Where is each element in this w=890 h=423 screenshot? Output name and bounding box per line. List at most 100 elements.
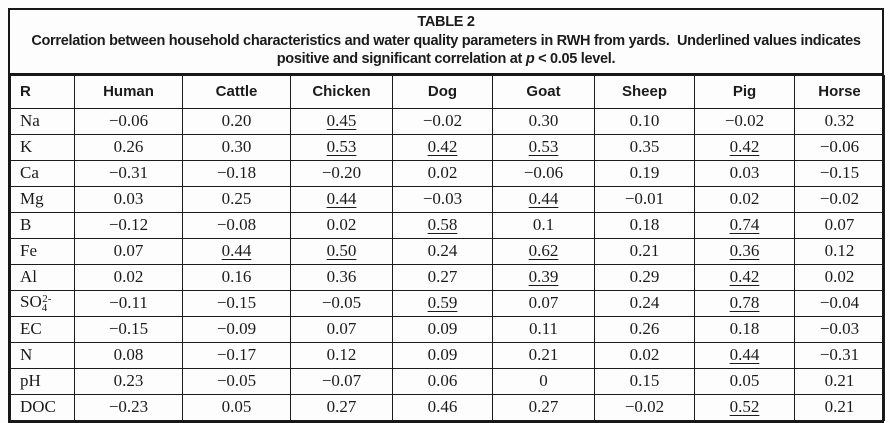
data-cell-underlined: 0.44 [182,237,291,265]
data-cell: −0.03 [392,185,493,213]
data-cell: 0.27 [290,393,393,421]
row-label: B [10,211,75,239]
data-cell: 0.02 [594,341,695,369]
data-cell: 0.18 [594,211,695,239]
data-cell: 0.24 [594,289,695,317]
data-cell: 0.21 [492,341,595,369]
data-cell-underlined: 0.58 [392,211,493,239]
data-cell: −0.02 [694,107,795,135]
row-label: EC [10,315,75,343]
data-cell: 0.08 [74,341,183,369]
correlation-table: R Human Cattle Chicken Dog Goat Sheep Pig Horse … [10,74,885,421]
row-label: Na [10,107,75,135]
data-cell: −0.18 [182,159,291,187]
data-cell: −0.02 [392,107,493,135]
data-cell-underlined: 0.39 [492,263,595,291]
data-cell-underlined: 0.52 [694,393,795,421]
data-cell: 0.03 [74,185,183,213]
row-label-text: pH [20,371,41,390]
data-cell: 0.07 [74,237,183,265]
data-cell: −0.31 [74,159,183,187]
data-cell-underlined: 0.50 [290,237,393,265]
data-cell-underlined: 0.45 [290,107,393,135]
data-cell: 0.02 [794,263,885,291]
row-label: SO42- [10,289,75,317]
data-cell: 0.1 [492,211,595,239]
data-cell: −0.17 [182,341,291,369]
column-header-pig: Pig [694,74,795,109]
row-label-text: K [20,137,33,156]
row-label: pH [10,367,75,395]
data-cell: 0.21 [594,237,695,265]
data-cell: 0 [492,367,595,395]
row-label-text: Fe [20,241,37,260]
data-cell-underlined: 0.36 [694,237,795,265]
data-cell: 0.07 [290,315,393,343]
row-label-text: EC [20,319,42,338]
data-cell: 0.36 [290,263,393,291]
data-cell: 0.03 [694,159,795,187]
data-cell: 0.02 [694,185,795,213]
data-cell-underlined: 0.53 [290,133,393,161]
row-label-text: B [20,215,32,234]
data-cell: 0.02 [290,211,393,239]
row-label-text: Al [20,267,37,286]
data-cell: −0.02 [794,185,885,213]
table-row: N 0.08 −0.17 0.12 0.09 0.21 0.02 0.44 −0.31 [10,341,885,369]
data-cell: −0.01 [594,185,695,213]
column-header-dog: Dog [392,74,493,109]
data-cell-underlined: 0.74 [694,211,795,239]
data-cell-underlined: 0.59 [392,289,493,317]
row-label-text: Na [20,111,40,130]
header-row: R Human Cattle Chicken Dog Goat Sheep Pig Horse [10,74,885,109]
table-row: Al 0.02 0.16 0.36 0.27 0.39 0.29 0.42 0.02 [10,263,885,291]
data-cell: 0.12 [794,237,885,265]
data-cell: −0.08 [182,211,291,239]
data-cell: 0.11 [492,315,595,343]
data-cell-underlined: 0.53 [492,133,595,161]
table-caption: Correlation between household characteri… [22,32,870,69]
data-cell: 0.21 [794,393,885,421]
row-label: Mg [10,185,75,213]
caption-text: Correlation between household characteri… [31,32,861,68]
column-header-cattle: Cattle [182,74,291,109]
data-cell: −0.05 [182,367,291,395]
data-cell: −0.02 [594,393,695,421]
data-cell: −0.03 [794,315,885,343]
data-cell-underlined: 0.78 [694,289,795,317]
data-cell: −0.04 [794,289,885,317]
data-cell: 0.26 [74,133,183,161]
data-cell: −0.09 [182,315,291,343]
table-title: TABLE 2 [417,14,475,30]
data-cell: −0.15 [74,315,183,343]
data-cell: 0.27 [392,263,493,291]
data-cell: 0.23 [74,367,183,395]
data-cell: 0.30 [182,133,291,161]
row-label: K [10,133,75,161]
row-label-text: DOC [20,397,56,416]
data-cell: −0.23 [74,393,183,421]
data-cell: 0.24 [392,237,493,265]
data-cell: −0.31 [794,341,885,369]
column-header-chicken: Chicken [290,74,393,109]
data-cell-underlined: 0.42 [694,263,795,291]
data-cell: −0.12 [74,211,183,239]
data-cell: 0.16 [182,263,291,291]
correlation-table-frame: TABLE 2 Correlation between household ch… [8,8,885,423]
column-header-r: R [10,74,75,109]
data-cell: −0.11 [74,289,183,317]
data-cell: 0.20 [182,107,291,135]
row-label: DOC [10,393,75,421]
table-header-block: TABLE 2 Correlation between household ch… [10,10,882,75]
data-cell: −0.06 [492,159,595,187]
data-cell: 0.09 [392,315,493,343]
data-cell: 0.06 [392,367,493,395]
table-row: SO42- −0.11 −0.15 −0.05 0.59 0.07 0.24 0.78 −0.0… [10,289,885,317]
row-label-text: 4 [41,302,48,314]
column-header-horse: Horse [794,74,885,109]
row-label-text: Mg [20,189,44,208]
caption-p-symbol: p [525,51,535,67]
data-cell: 0.19 [594,159,695,187]
data-cell: 0.12 [290,341,393,369]
data-cell: 0.05 [694,367,795,395]
